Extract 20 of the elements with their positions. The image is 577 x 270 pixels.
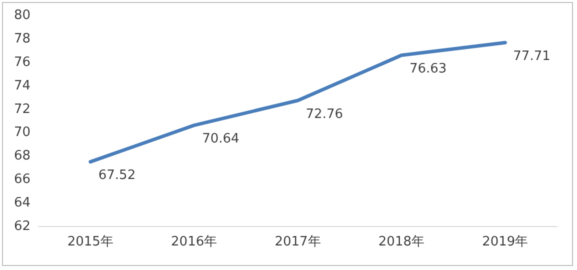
y-tick-label: 62 xyxy=(14,218,31,234)
y-tick-label: 66 xyxy=(14,172,31,187)
x-tick-label: 2016年 xyxy=(171,234,218,250)
y-tick-label: 74 xyxy=(14,78,31,94)
x-tick-label: 2015年 xyxy=(67,234,114,250)
y-tick-label: 72 xyxy=(14,102,31,117)
data-label: 67.52 xyxy=(98,168,136,184)
y-tick-label: 78 xyxy=(14,32,31,47)
data-label: 77.71 xyxy=(513,48,550,64)
data-label: 76.63 xyxy=(409,62,447,77)
x-tick-label: 2018年 xyxy=(378,234,425,250)
y-tick-label: 76 xyxy=(14,54,31,70)
y-tick-label: 80 xyxy=(14,8,31,24)
data-label: 72.76 xyxy=(306,106,343,122)
data-label: 70.64 xyxy=(202,132,240,147)
y-tick-label: 70 xyxy=(14,125,31,140)
x-tick-label: 2019年 xyxy=(482,234,528,250)
x-tick-label: 2017年 xyxy=(274,234,321,250)
y-tick-label: 64 xyxy=(14,195,31,210)
y-tick-label: 68 xyxy=(14,148,31,164)
